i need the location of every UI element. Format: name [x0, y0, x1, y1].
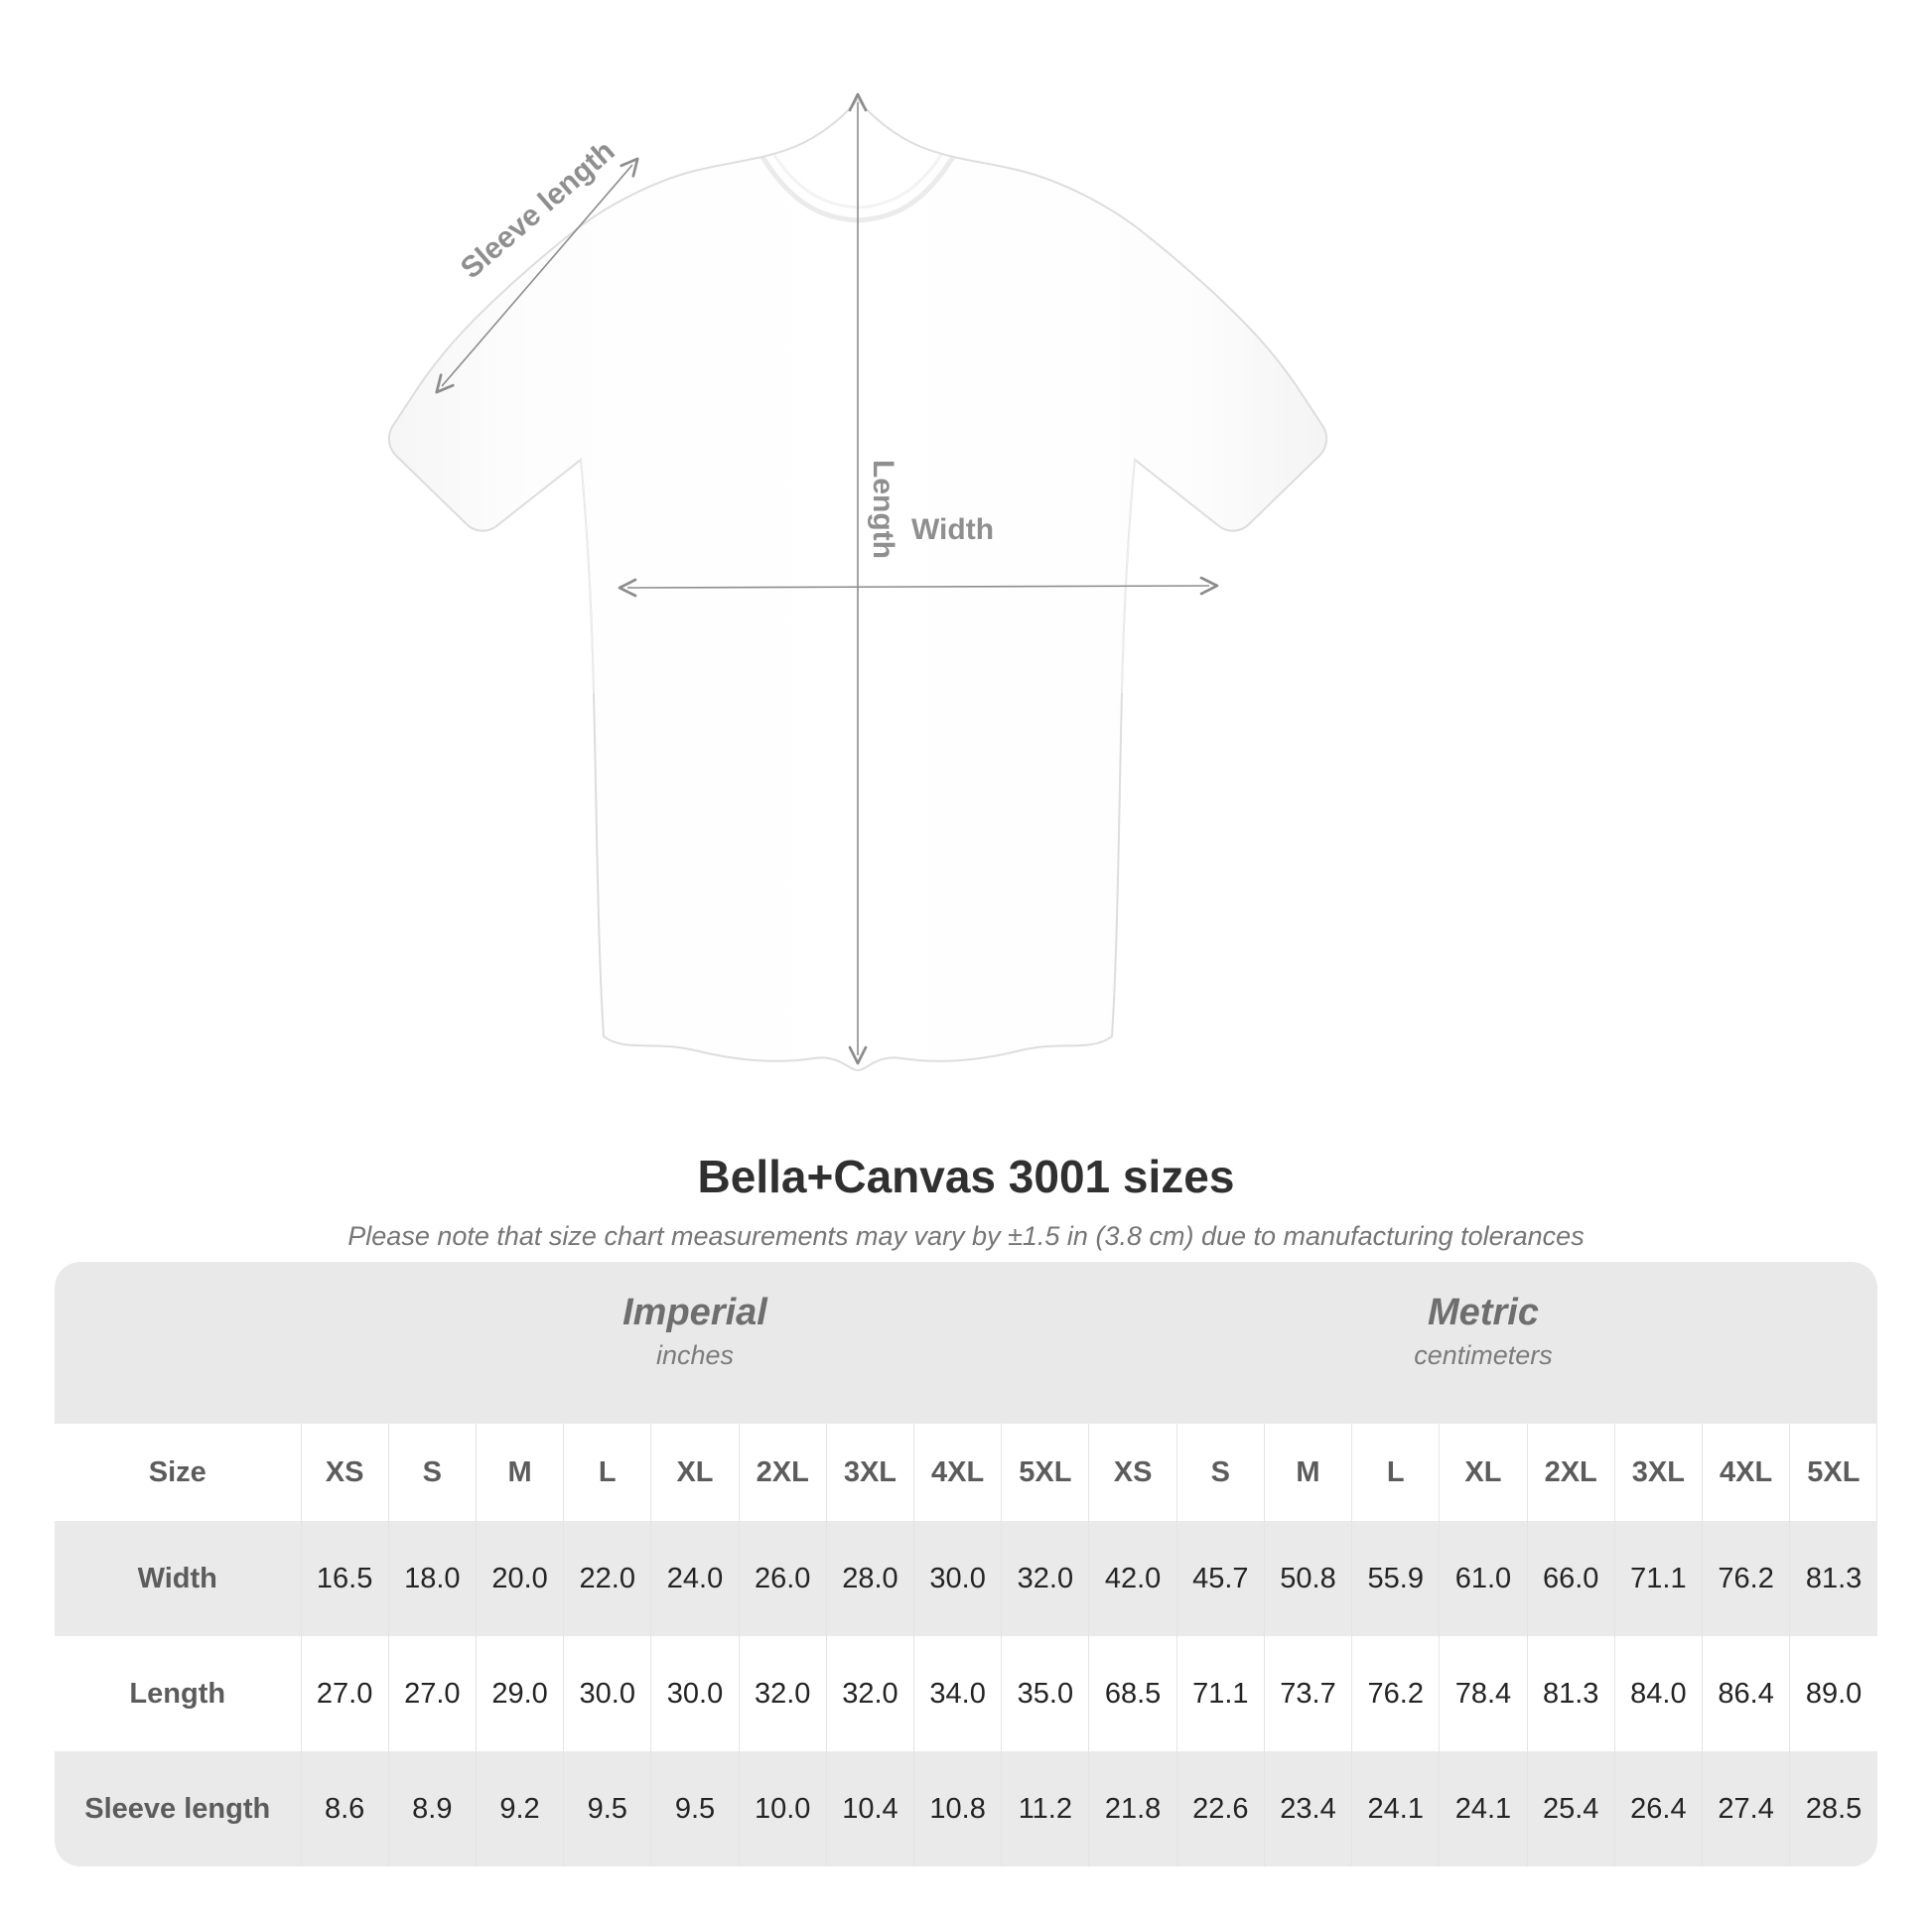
svg-text:Length: Length — [867, 460, 899, 559]
svg-text:Width: Width — [911, 513, 994, 546]
